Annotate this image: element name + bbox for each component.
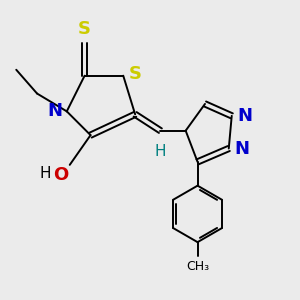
Text: CH₃: CH₃ <box>186 260 209 273</box>
Text: H: H <box>40 166 51 181</box>
Text: S: S <box>78 20 91 38</box>
Text: S: S <box>129 65 142 83</box>
Text: N: N <box>47 102 62 120</box>
Text: H: H <box>155 144 166 159</box>
Text: O: O <box>53 166 68 184</box>
Text: N: N <box>237 107 252 125</box>
Text: N: N <box>234 140 249 158</box>
